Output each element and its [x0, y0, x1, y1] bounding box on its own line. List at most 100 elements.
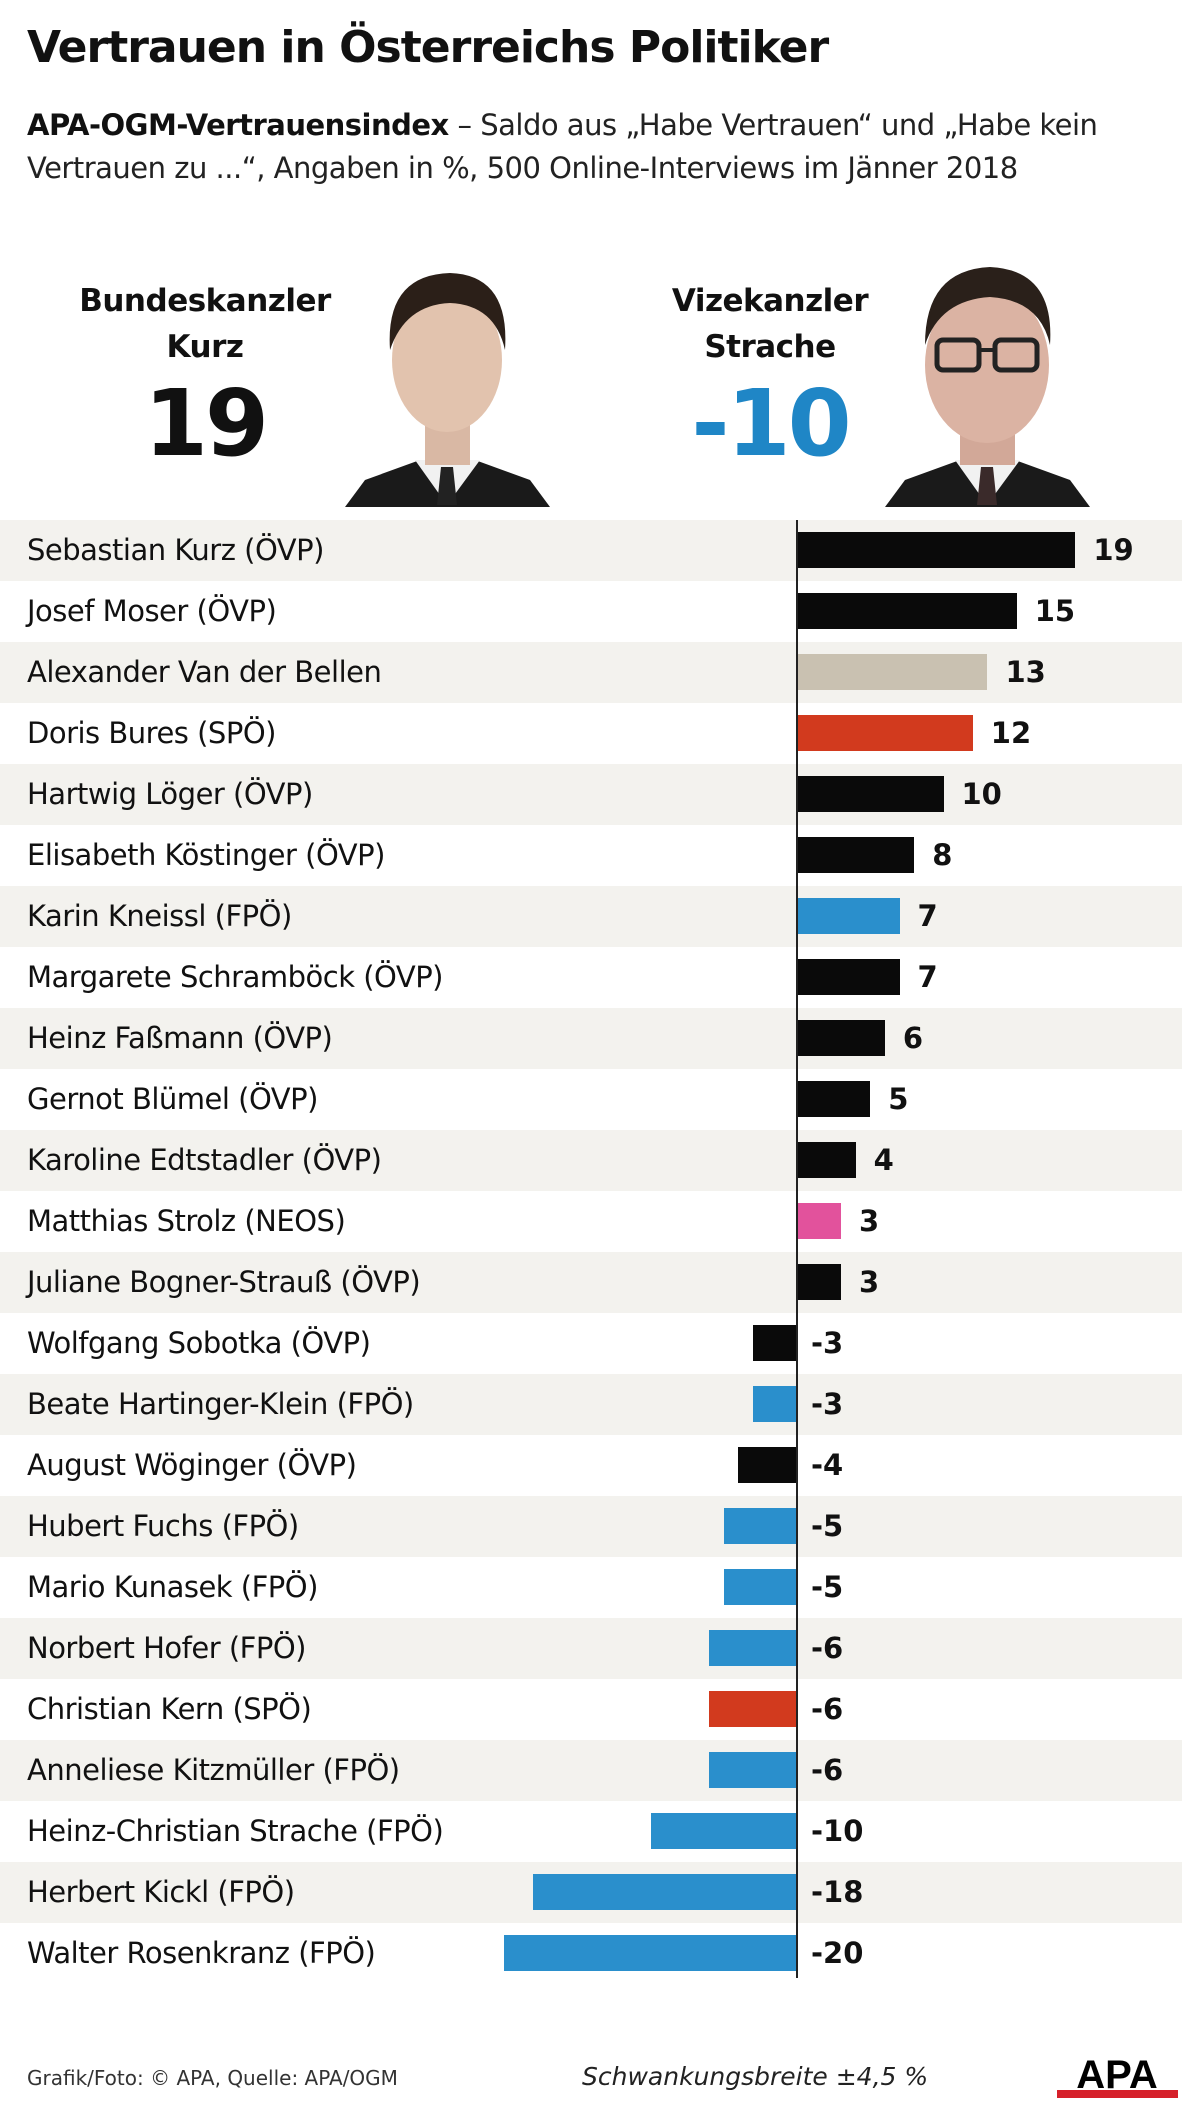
table-row: Doris Bures (SPÖ) 12: [0, 703, 1182, 764]
bar-label: Heinz Faßmann (ÖVP): [27, 1021, 333, 1055]
value-label: -4: [811, 1448, 844, 1482]
name-text: Kurz: [166, 329, 244, 365]
kurz-photo: [345, 273, 550, 507]
bar: [797, 959, 900, 995]
table-row: Gernot Blümel (ÖVP) 5: [0, 1069, 1182, 1130]
bar: [753, 1325, 797, 1361]
svg-text:APA: APA: [1076, 2053, 1157, 2097]
value-label: 10: [961, 777, 1002, 811]
bar-label: Elisabeth Köstinger (ÖVP): [27, 838, 385, 872]
bar-label: Gernot Blümel (ÖVP): [27, 1082, 318, 1116]
value-label: -3: [811, 1326, 844, 1360]
strache-photo: [885, 267, 1090, 507]
table-row: Alexander Van der Bellen 13: [0, 642, 1182, 703]
value-label: -3: [811, 1387, 844, 1421]
bar-label: Hubert Fuchs (FPÖ): [27, 1509, 299, 1543]
bar-label: Christian Kern (SPÖ): [27, 1692, 312, 1726]
bar: [723, 1569, 797, 1605]
value-label: -6: [811, 1631, 844, 1665]
highlight-kurz-value: 19: [143, 370, 269, 477]
value-label: 15: [1034, 594, 1076, 628]
value-label: 8: [932, 838, 953, 872]
bar-label: Doris Bures (SPÖ): [27, 716, 276, 750]
value-label: 3: [858, 1204, 880, 1238]
value-label: 6: [902, 1021, 924, 1055]
bar: [797, 776, 944, 812]
bar: [650, 1813, 797, 1849]
bar: [533, 1874, 797, 1910]
value-label: -5: [811, 1509, 844, 1543]
bar-label: Heinz-Christian Strache (FPÖ): [27, 1814, 444, 1848]
subtitle-bold: APA-OGM-Vertrauensindex: [27, 108, 449, 142]
bar: [723, 1508, 797, 1544]
value-label: 3: [858, 1265, 880, 1299]
value-label: -20: [811, 1936, 864, 1970]
bar: [504, 1935, 797, 1971]
bar: [797, 593, 1017, 629]
value-label: 7: [917, 960, 938, 994]
table-row: Heinz Faßmann (ÖVP) 6: [0, 1008, 1182, 1069]
table-row: Mario Kunasek (FPÖ) -5: [0, 1557, 1182, 1618]
bar-label: Herbert Kickl (FPÖ): [27, 1875, 295, 1909]
value-label: 7: [917, 899, 938, 933]
value-label: 13: [1005, 655, 1046, 689]
chart-title: Vertrauen in Österreichs Politiker: [27, 22, 829, 73]
bar: [738, 1447, 797, 1483]
bar-label: Juliane Bogner-Strauß (ÖVP): [27, 1265, 421, 1299]
bar-label: Walter Rosenkranz (FPÖ): [27, 1936, 376, 1970]
bar: [797, 898, 900, 934]
margin-of-error: Schwankungsbreite ±4,5 %: [582, 2062, 929, 2091]
table-row: Wolfgang Sobotka (ÖVP) -3: [0, 1313, 1182, 1374]
chart-subtitle: APA-OGM-Vertrauensindex – Saldo aus „Hab…: [27, 104, 1177, 190]
bar: [797, 1142, 856, 1178]
bar-label: Norbert Hofer (FPÖ): [27, 1631, 307, 1665]
table-row: Sebastian Kurz (ÖVP) 19: [0, 520, 1182, 581]
bar-label: Beate Hartinger-Klein (FPÖ): [27, 1387, 414, 1421]
value-label: 19: [1093, 533, 1134, 567]
bar-label: Josef Moser (ÖVP): [27, 594, 277, 628]
bar: [709, 1691, 797, 1727]
bar: [797, 654, 988, 690]
value-label: -10: [811, 1814, 864, 1848]
bar-label: Karoline Edtstadler (ÖVP): [27, 1143, 382, 1177]
value-label: -5: [811, 1570, 844, 1604]
bar: [709, 1630, 797, 1666]
table-row: Josef Moser (ÖVP) 15: [0, 581, 1182, 642]
bar: [753, 1386, 797, 1422]
value-label: 4: [873, 1143, 894, 1177]
bar-label: Alexander Van der Bellen: [27, 655, 382, 689]
table-row: Christian Kern (SPÖ) -6: [0, 1679, 1182, 1740]
source-note: Grafik/Foto: © APA, Quelle: APA/OGM: [27, 2066, 398, 2090]
table-row: Anneliese Kitzmüller (FPÖ) -6: [0, 1740, 1182, 1801]
bar: [797, 715, 973, 751]
role-text: Bundeskanzler: [79, 283, 331, 319]
table-row: August Wöginger (ÖVP) -4: [0, 1435, 1182, 1496]
value-label: -6: [811, 1753, 844, 1787]
bar-label: Wolfgang Sobotka (ÖVP): [27, 1326, 371, 1360]
table-row: Margarete Schramböck (ÖVP) 7: [0, 947, 1182, 1008]
table-row: Juliane Bogner-Strauß (ÖVP) 3: [0, 1252, 1182, 1313]
table-row: Heinz-Christian Strache (FPÖ) -10: [0, 1801, 1182, 1862]
apa-logo: APA: [1057, 2053, 1178, 2098]
value-label: 5: [888, 1082, 909, 1116]
bar-label: Margarete Schramböck (ÖVP): [27, 960, 444, 994]
table-row: Herbert Kickl (FPÖ) -18: [0, 1862, 1182, 1923]
highlight-strache-label: Vizekanzler Strache: [625, 278, 915, 370]
table-row: Matthias Strolz (NEOS) 3: [0, 1191, 1182, 1252]
subtitle-text: – Saldo aus „Habe Vertrauen“ und „Habe k…: [27, 108, 1098, 185]
bar-label: Mario Kunasek (FPÖ): [27, 1570, 318, 1604]
bar: [797, 1081, 871, 1117]
bar: [797, 1203, 841, 1239]
table-row: Karin Kneissl (FPÖ) 7: [0, 886, 1182, 947]
table-row: Norbert Hofer (FPÖ) -6: [0, 1618, 1182, 1679]
highlight-strache-value: -10: [691, 370, 851, 477]
name-text: Strache: [704, 329, 836, 365]
highlight-kurz-label: Bundeskanzler Kurz: [60, 278, 350, 370]
bar: [797, 532, 1076, 568]
value-label: 12: [990, 716, 1032, 750]
table-row: Karoline Edtstadler (ÖVP) 4: [0, 1130, 1182, 1191]
bar: [797, 837, 915, 873]
bar-label: Hartwig Löger (ÖVP): [27, 777, 313, 811]
bar: [709, 1752, 797, 1788]
table-row: Beate Hartinger-Klein (FPÖ) -3: [0, 1374, 1182, 1435]
